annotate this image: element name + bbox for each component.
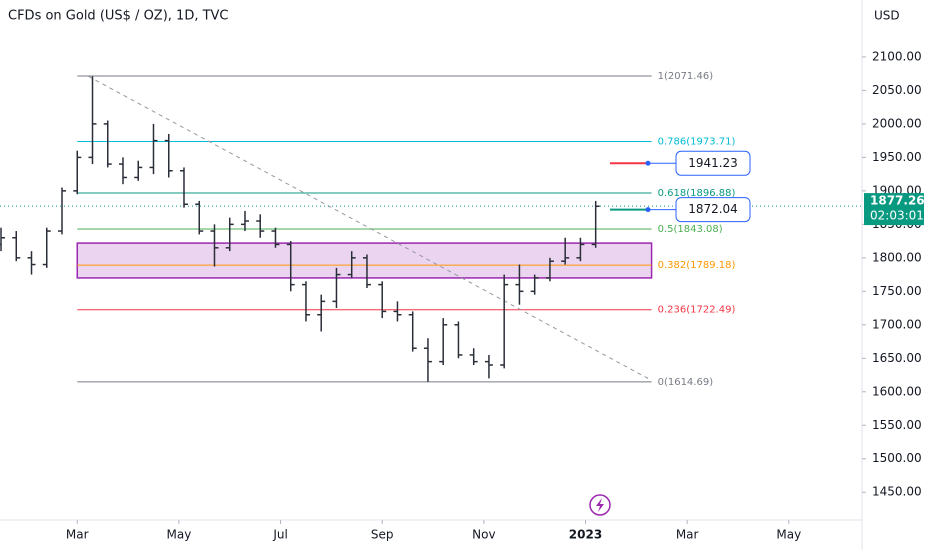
price-mark-dot xyxy=(645,207,651,213)
x-tick-label: May xyxy=(776,528,801,542)
price-mark-label: 1872.04 xyxy=(688,202,738,216)
x-tick-label: Sep xyxy=(371,528,394,542)
y-tick-label: 1750.00 xyxy=(872,284,922,298)
last-price-label: 1877.26 xyxy=(870,194,925,208)
price-mark-box xyxy=(675,197,751,223)
y-tick-label: 2100.00 xyxy=(872,49,922,63)
event-icon-bolt xyxy=(596,498,604,512)
last-price-badge xyxy=(864,193,924,226)
x-tick-label: May xyxy=(166,528,191,542)
x-tick-label: 2023 xyxy=(569,528,602,542)
chart-title: CFDs on Gold (US$ / OZ), 1D, TVC xyxy=(8,9,229,24)
price-mark-box xyxy=(675,150,751,176)
fib-label: 0.236(1722.49) xyxy=(658,305,736,316)
zone xyxy=(76,242,653,279)
y-tick-label: 1650.00 xyxy=(872,351,922,365)
x-tick-label: Mar xyxy=(66,528,89,542)
y-tick-label: 1600.00 xyxy=(872,384,922,398)
fib-label: 0(1614.69) xyxy=(658,377,714,388)
price-mark-label: 1941.23 xyxy=(688,156,738,170)
y-tick-label: 1800.00 xyxy=(872,250,922,264)
y-tick-label: 1950.00 xyxy=(872,150,922,164)
y-tick-label: 2000.00 xyxy=(872,116,922,130)
y-tick-label: 1550.00 xyxy=(872,418,922,432)
currency-label: USD xyxy=(874,9,900,23)
trendline xyxy=(88,75,652,381)
event-icon[interactable] xyxy=(589,494,611,516)
fib-label: 0.618(1896.88) xyxy=(658,188,736,199)
countdown-label: 02:03:01 xyxy=(870,209,924,223)
fib-label: 1(2071.46) xyxy=(658,71,714,82)
x-tick-label: Jul xyxy=(272,528,287,542)
price-mark-dot xyxy=(645,160,651,166)
x-tick-label: Nov xyxy=(472,528,495,542)
x-tick-label: Mar xyxy=(676,528,699,542)
y-tick-label: 1500.00 xyxy=(872,451,922,465)
y-tick-label: 2050.00 xyxy=(872,83,922,97)
y-tick-label: 1450.00 xyxy=(872,485,922,499)
fib-label: 0.382(1789.18) xyxy=(658,260,736,271)
y-tick-label: 1700.00 xyxy=(872,317,922,331)
fib-label: 0.786(1973.71) xyxy=(658,137,736,148)
fib-label: 0.5(1843.08) xyxy=(658,224,723,235)
